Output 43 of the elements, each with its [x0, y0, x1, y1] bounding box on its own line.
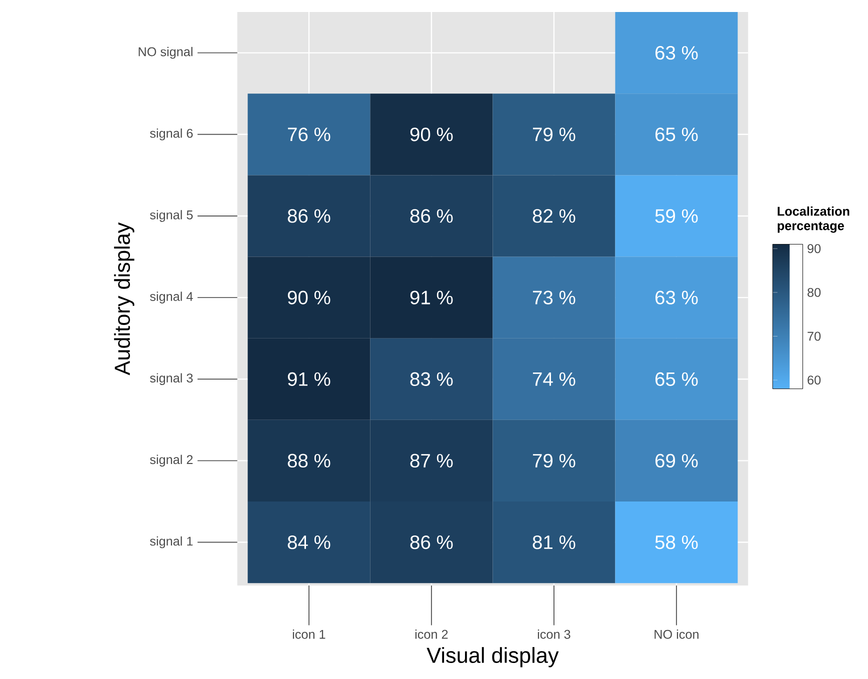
data-label: 83 %	[410, 372, 453, 386]
y-tick-label: NO signal	[138, 46, 192, 58]
color-bar-label: 60	[808, 375, 821, 384]
color-bar-label: 90	[808, 244, 821, 253]
x-tick-label: icon 1	[292, 629, 326, 639]
data-label: 65 %	[655, 127, 698, 141]
data-label: 90 %	[410, 127, 453, 141]
data-label: 79 %	[532, 454, 576, 468]
data-label: 91 %	[288, 372, 330, 386]
y-axis-title: Auditory display	[114, 222, 134, 376]
y-tick-label: signal 3	[150, 373, 193, 385]
data-label: 58 %	[655, 535, 698, 549]
data-label: 86 %	[288, 208, 330, 223]
data-label: 82 %	[532, 208, 576, 223]
data-label: 63 %	[655, 290, 698, 304]
data-label: 88 %	[288, 454, 330, 468]
x-tick-label: icon 2	[415, 629, 448, 639]
data-label: 87 %	[410, 454, 453, 468]
color-bar-label: 80	[808, 288, 821, 297]
color-bar-title: Localization percentage	[778, 206, 850, 233]
x-axis-title: Visual display	[426, 646, 559, 668]
data-label: 59 %	[655, 208, 698, 223]
color-bar-label: 70	[808, 332, 821, 340]
data-label: 84 %	[288, 535, 330, 549]
y-tick-label: signal 1	[150, 536, 193, 548]
data-label: 69 %	[655, 454, 698, 468]
x-tick-label: icon 3	[538, 629, 570, 639]
y-tick-label: signal 5	[150, 210, 193, 222]
data-label: 79 %	[532, 127, 576, 141]
data-label: 86 %	[410, 535, 453, 549]
data-label: 91 %	[410, 290, 453, 304]
data-label: 63 %	[655, 46, 698, 60]
y-tick-label: signal 4	[150, 291, 193, 304]
data-label: 65 %	[655, 372, 698, 386]
data-label: 81 %	[532, 535, 576, 549]
data-label: 90 %	[288, 290, 330, 304]
data-label: 76 %	[288, 127, 330, 141]
data-label: 73 %	[532, 290, 576, 304]
x-tick-label: NO icon	[654, 629, 698, 639]
y-tick-label: signal 2	[150, 454, 193, 466]
y-tick-label: signal 6	[150, 128, 193, 140]
data-label: 86 %	[410, 208, 453, 223]
data-label: 74 %	[532, 372, 576, 386]
